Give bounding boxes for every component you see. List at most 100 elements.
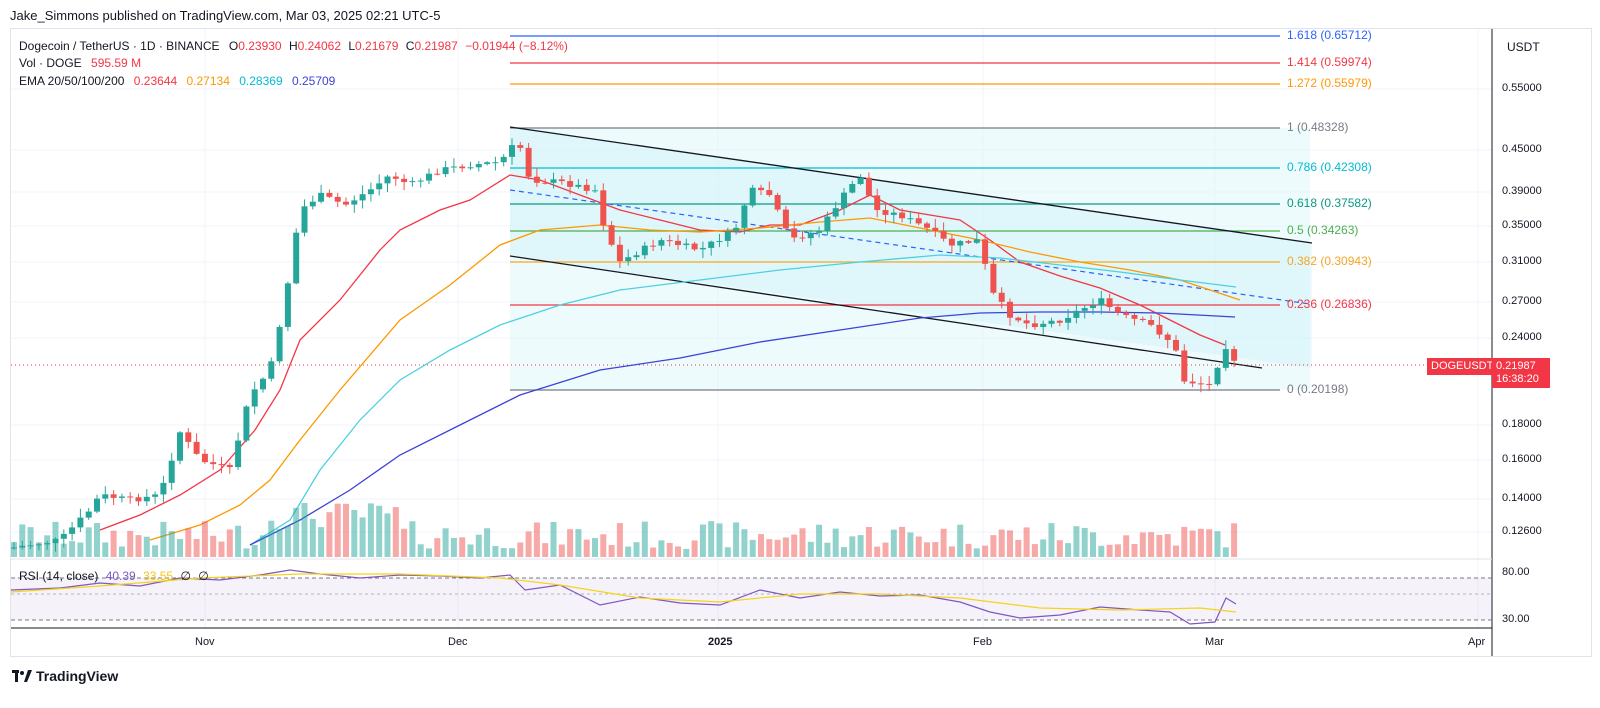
candle-body	[841, 192, 847, 209]
rsi-value: 40.39	[105, 569, 136, 583]
candle-body	[733, 227, 740, 232]
candle-body	[467, 167, 474, 169]
candle-body	[309, 201, 316, 207]
volume-bar	[475, 534, 482, 557]
volume-bar	[1214, 531, 1221, 557]
channel-upper-line	[509, 126, 1313, 244]
candle-body	[1056, 320, 1063, 323]
chart-frame[interactable]	[10, 28, 1592, 657]
volume-bar	[998, 529, 1005, 557]
candle-body	[1231, 349, 1238, 361]
ema200-value: 0.25709	[291, 74, 336, 88]
low-value: 0.21679	[355, 39, 399, 53]
candle-body	[185, 432, 192, 442]
candle-body	[392, 176, 399, 179]
candle-body	[924, 223, 930, 228]
candle-body	[1131, 314, 1138, 319]
price-tick-label: 0.14000	[1502, 492, 1542, 504]
candle-body	[210, 462, 217, 465]
candle-body	[127, 496, 134, 498]
volume-bar	[85, 527, 92, 557]
last-price-value: 0.21987	[1496, 360, 1536, 372]
volume-bar	[841, 547, 847, 557]
ema20-line	[99, 174, 1226, 531]
candle-body	[641, 245, 648, 256]
volume-bar	[816, 524, 823, 557]
volume-bar	[741, 529, 748, 557]
volume-bar	[334, 503, 341, 557]
candle-body	[1214, 367, 1221, 385]
fib-level-label: 1.272 (0.55979)	[1287, 76, 1372, 90]
volume-bar	[608, 545, 615, 557]
candle-body	[849, 184, 856, 193]
volume-bar	[1065, 543, 1072, 557]
countdown-value: 16:38:20	[1496, 373, 1539, 385]
symbol-legend[interactable]: Dogecoin / TetherUS · 1D · BINANCE O0.23…	[19, 39, 568, 53]
candle-body	[658, 240, 665, 246]
volume-bar	[417, 544, 424, 557]
volume-bar	[1222, 547, 1229, 557]
candle-body	[1081, 308, 1088, 311]
volume-bar	[865, 526, 872, 557]
brand[interactable]: TradingView	[12, 668, 118, 684]
candle-body	[426, 173, 432, 181]
volume-bar	[625, 546, 632, 557]
candle-body	[500, 156, 507, 163]
candle-body	[791, 228, 798, 238]
candle-body	[293, 232, 300, 284]
candle-body	[235, 440, 242, 468]
close-label: C	[405, 39, 415, 53]
volume-bar	[251, 544, 258, 557]
candle-body	[484, 162, 491, 165]
volume-bar	[948, 546, 955, 557]
candle-body	[1065, 317, 1072, 323]
volume-bar	[965, 543, 972, 557]
volume-bar	[915, 536, 922, 557]
volume-bar	[77, 542, 84, 557]
volume-bar	[1173, 545, 1179, 557]
ticker-tag: DOGEUSDT	[1427, 358, 1498, 375]
rsi-legend[interactable]: RSI (14, close) 40.39 33.55 ∅ ∅	[19, 569, 209, 583]
volume-bar	[542, 543, 549, 557]
time-tick-label: Nov	[195, 636, 215, 648]
ema-legend[interactable]: EMA 20/50/100/200 0.23644 0.27134 0.2836…	[19, 74, 335, 88]
candle-body	[550, 179, 557, 183]
volume-value: 595.59 M	[91, 56, 142, 70]
volume-bar	[1148, 532, 1155, 557]
candle-body	[509, 145, 515, 157]
volume-bar	[1056, 540, 1063, 557]
candle-body	[60, 533, 67, 539]
volume-bar	[301, 502, 308, 557]
volume-bar	[982, 545, 989, 557]
fib-level-label: 1.414 (0.59974)	[1287, 55, 1372, 69]
candle-body	[650, 245, 657, 247]
volume-bar	[1023, 527, 1030, 557]
volume-bar	[857, 535, 864, 557]
candle-body	[807, 232, 814, 239]
price-tick-label: 0.31000	[1502, 255, 1542, 267]
candle-body	[932, 227, 939, 231]
volume-bar	[749, 539, 756, 557]
candle-body	[284, 283, 291, 327]
candle-body	[525, 147, 532, 177]
volume-bar	[699, 524, 706, 557]
volume-bar	[592, 538, 598, 557]
candle-body	[69, 527, 76, 534]
volume-bar	[127, 530, 134, 557]
volume-legend[interactable]: Vol · DOGE 595.59 M	[19, 56, 141, 70]
candle-body	[77, 517, 84, 528]
candle-body	[409, 181, 416, 183]
attribution: Jake_Simmons published on TradingView.co…	[10, 8, 441, 23]
rsi-ma-line	[10, 573, 1237, 613]
volume-bar	[326, 512, 333, 557]
currency-label[interactable]: USDT	[1507, 40, 1540, 54]
volume-bar	[932, 542, 939, 557]
candle-body	[459, 166, 466, 169]
candle-body	[758, 187, 764, 191]
volume-bar	[94, 523, 100, 557]
volume-bar	[1131, 544, 1138, 557]
candle-body	[177, 432, 183, 461]
price-tick-label: 0.12600	[1502, 525, 1542, 537]
candle-body	[724, 231, 731, 241]
